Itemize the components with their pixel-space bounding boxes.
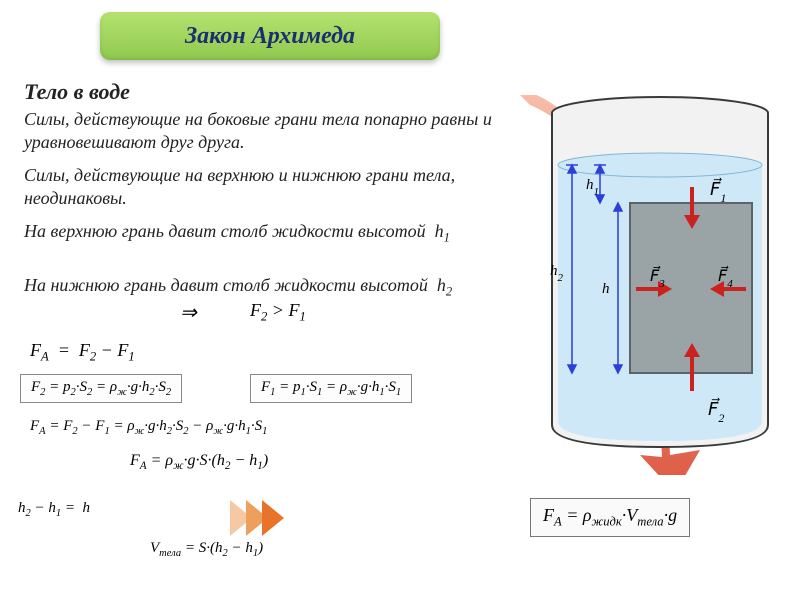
formula-f2-box: F2 = p2·S2 = ρж·g·h2·S2 (20, 374, 182, 403)
page-title: Закон Архимеда (185, 23, 355, 50)
formula-fa-diff: FA = F2 − F1 (30, 340, 135, 365)
p4-var: h2 (437, 275, 452, 295)
paragraph-1: Силы, действующие на боковые грани тела … (24, 108, 494, 153)
paragraph-2: Силы, действующие на верхнюю и нижнюю гр… (24, 164, 494, 209)
formula-result-box: FA = ρжидк·Vтела·g (530, 498, 690, 537)
p3-text: На верхнюю грань давит столб жидкости вы… (24, 221, 426, 241)
formula-fa-factored: FA = ρж·g·S·(h2 − h1) (130, 452, 268, 472)
formula-h-diff: h2 − h1 = h (18, 500, 90, 519)
paragraph-4: На нижнюю грань давит столб жидкости выс… (24, 274, 494, 300)
formula-fa-expanded: FA = F2 − F1 = ρж·g·h2·S2 − ρж·g·h1·S1 (30, 418, 267, 437)
subtitle: Тело в воде (24, 78, 130, 106)
formula-v: Vтела = S·(h2 − h1) (150, 540, 263, 559)
water-surface (558, 153, 762, 177)
label-h: h (602, 281, 610, 297)
title-banner: Закон Архимеда (100, 12, 440, 60)
paragraph-3: На верхнюю грань давит столб жидкости вы… (24, 220, 494, 246)
p3-var: h1 (435, 221, 450, 241)
p4-text: На нижнюю грань давит столб жидкости выс… (24, 275, 428, 295)
diagram-svg: h1 h2 h F⃗1 F⃗2 F⃗3 F⃗4 (500, 95, 780, 475)
archimedes-diagram: h1 h2 h F⃗1 F⃗2 F⃗3 F⃗4 (500, 95, 780, 475)
chevron-arrows (230, 500, 278, 536)
formula-f1-box: F1 = p1·S1 = ρж·g·h1·S1 (250, 374, 412, 403)
chevron-icon (262, 500, 284, 536)
implication-rhs: F2 > F1 (250, 300, 306, 325)
implication-symbol: ⇒ (180, 300, 197, 325)
